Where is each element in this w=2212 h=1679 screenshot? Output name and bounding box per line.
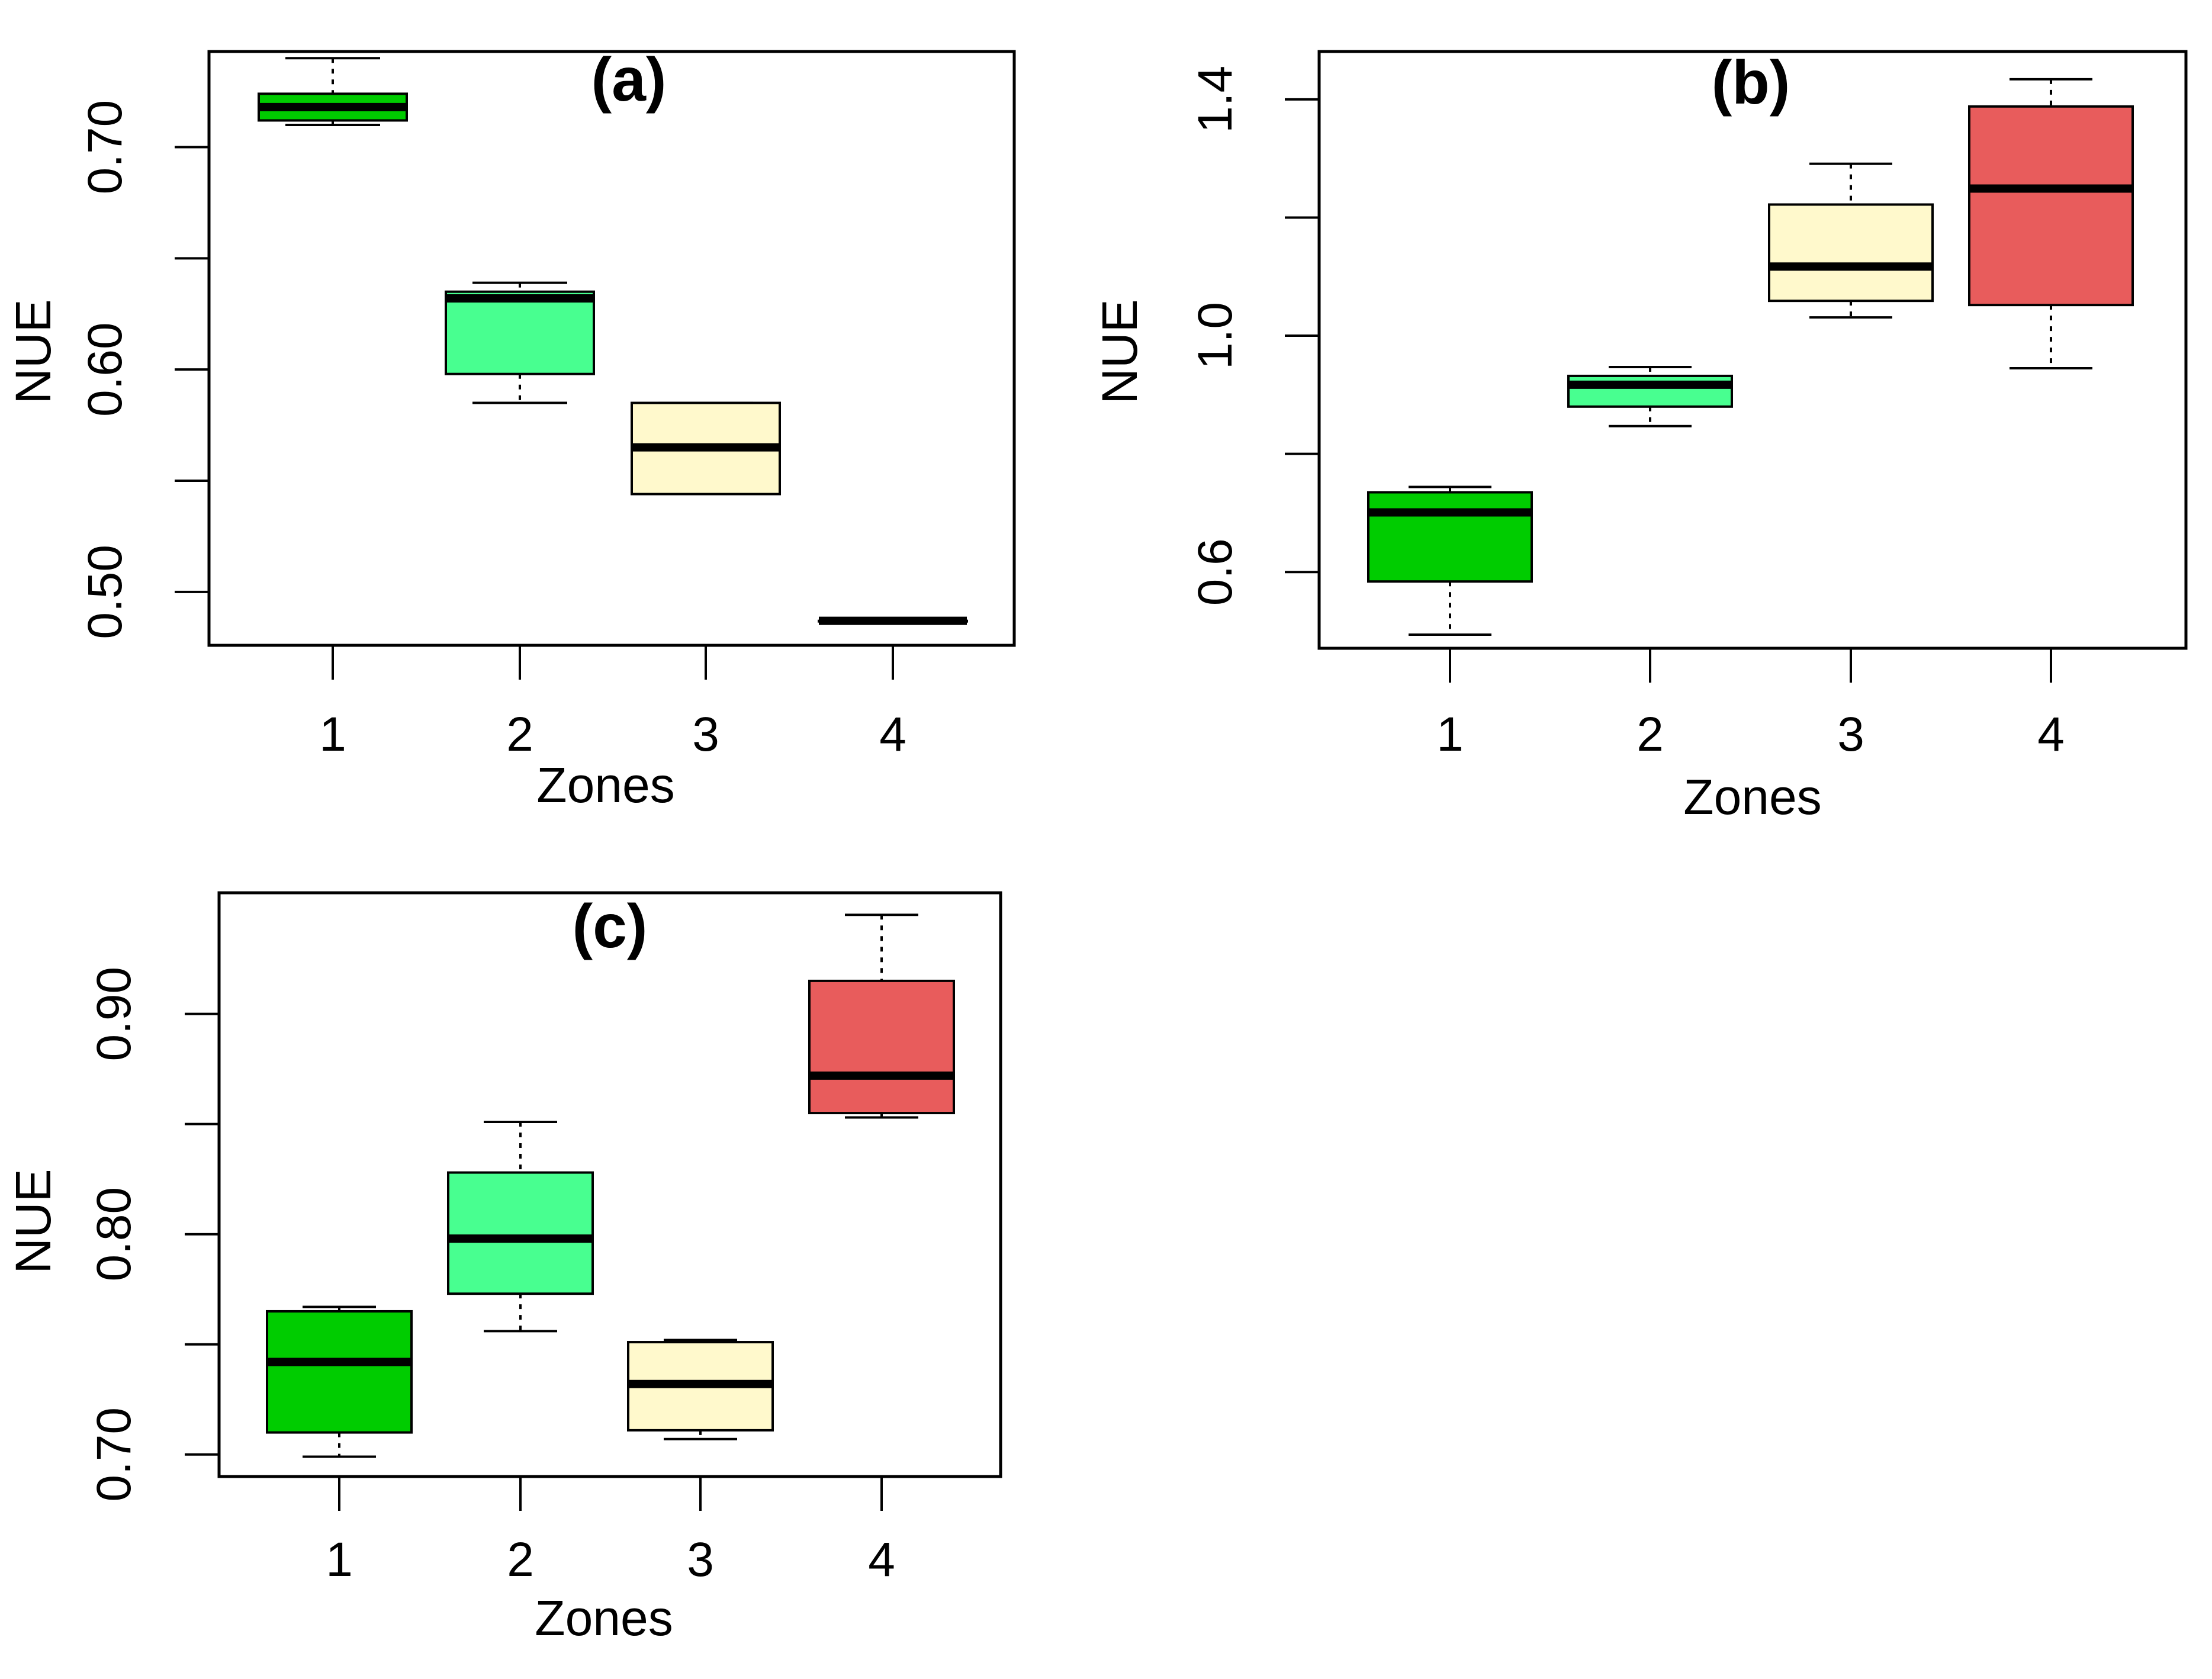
panel-title: (c) — [572, 892, 647, 961]
y-axis-title: NUE — [1092, 299, 1147, 404]
box-zone-4 — [1968, 78, 2134, 369]
y-tick-label: 0.90 — [87, 967, 141, 1062]
x-tick-label: 4 — [879, 707, 906, 761]
box-body — [808, 979, 955, 1115]
x-tick-label: 4 — [868, 1533, 895, 1587]
x-tick-label: 3 — [692, 707, 719, 761]
y-tick-label: 0.60 — [78, 322, 132, 417]
box-zone-1 — [1367, 485, 1533, 636]
box-body — [447, 1171, 594, 1295]
box-body — [1567, 374, 1733, 408]
box-body — [266, 1310, 413, 1434]
box-zone-3 — [627, 1339, 774, 1440]
x-tick-label: 2 — [507, 1533, 534, 1587]
box-body — [1367, 491, 1533, 583]
box-zone-4 — [818, 616, 968, 625]
panel-a: 0.50 0.60 0.70 1 2 3 4 Zones NUE (a) — [5, 46, 1016, 813]
x-tick-label: 1 — [326, 1533, 353, 1587]
box-zone-2 — [447, 1120, 594, 1333]
x-tick-label: 2 — [506, 707, 533, 761]
plot-frame — [217, 891, 1002, 1478]
box-zone-1 — [266, 1305, 413, 1458]
box-zone-3 — [631, 401, 781, 496]
box-zone-2 — [445, 281, 595, 404]
panel-title: (b) — [1712, 49, 1790, 117]
x-axis-title: Zones — [536, 757, 674, 813]
y-tick-label: 1.0 — [1188, 302, 1242, 369]
box-body — [445, 290, 595, 375]
y-tick-label: 0.50 — [78, 545, 132, 639]
box-zone-1 — [258, 57, 408, 126]
plot-frame — [1317, 50, 2188, 650]
box-zone-4 — [808, 914, 955, 1119]
panel-b: 0.6 1.0 1.4 1 2 3 4 Zones NUE (b) — [1092, 49, 2188, 825]
x-tick-label: 1 — [1436, 707, 1464, 761]
x-tick-label: 1 — [319, 707, 346, 761]
y-tick-label: 0.6 — [1188, 538, 1242, 606]
box-body — [1768, 203, 1934, 303]
plot-frame — [207, 50, 1016, 647]
y-axis-title: NUE — [5, 299, 61, 404]
panel-c: 0.70 0.80 0.90 1 2 3 4 Zones NUE (c) — [5, 891, 1002, 1646]
y-axis-title: NUE — [5, 1169, 61, 1273]
x-axis-title: Zones — [535, 1590, 673, 1646]
x-tick-label: 2 — [1637, 707, 1664, 761]
x-tick-label: 4 — [2037, 707, 2065, 761]
box-zone-2 — [1567, 365, 1733, 427]
box-body — [1968, 105, 2134, 307]
x-tick-label: 3 — [1837, 707, 1864, 761]
y-tick-label: 0.80 — [87, 1187, 141, 1282]
y-tick-label: 1.4 — [1188, 66, 1242, 133]
x-axis-title: Zones — [1683, 769, 1821, 825]
panel-title: (a) — [591, 46, 666, 114]
y-tick-label: 0.70 — [87, 1407, 141, 1502]
y-tick-label: 0.70 — [78, 100, 132, 195]
box-zone-3 — [1768, 162, 1934, 319]
x-tick-label: 3 — [687, 1533, 714, 1587]
